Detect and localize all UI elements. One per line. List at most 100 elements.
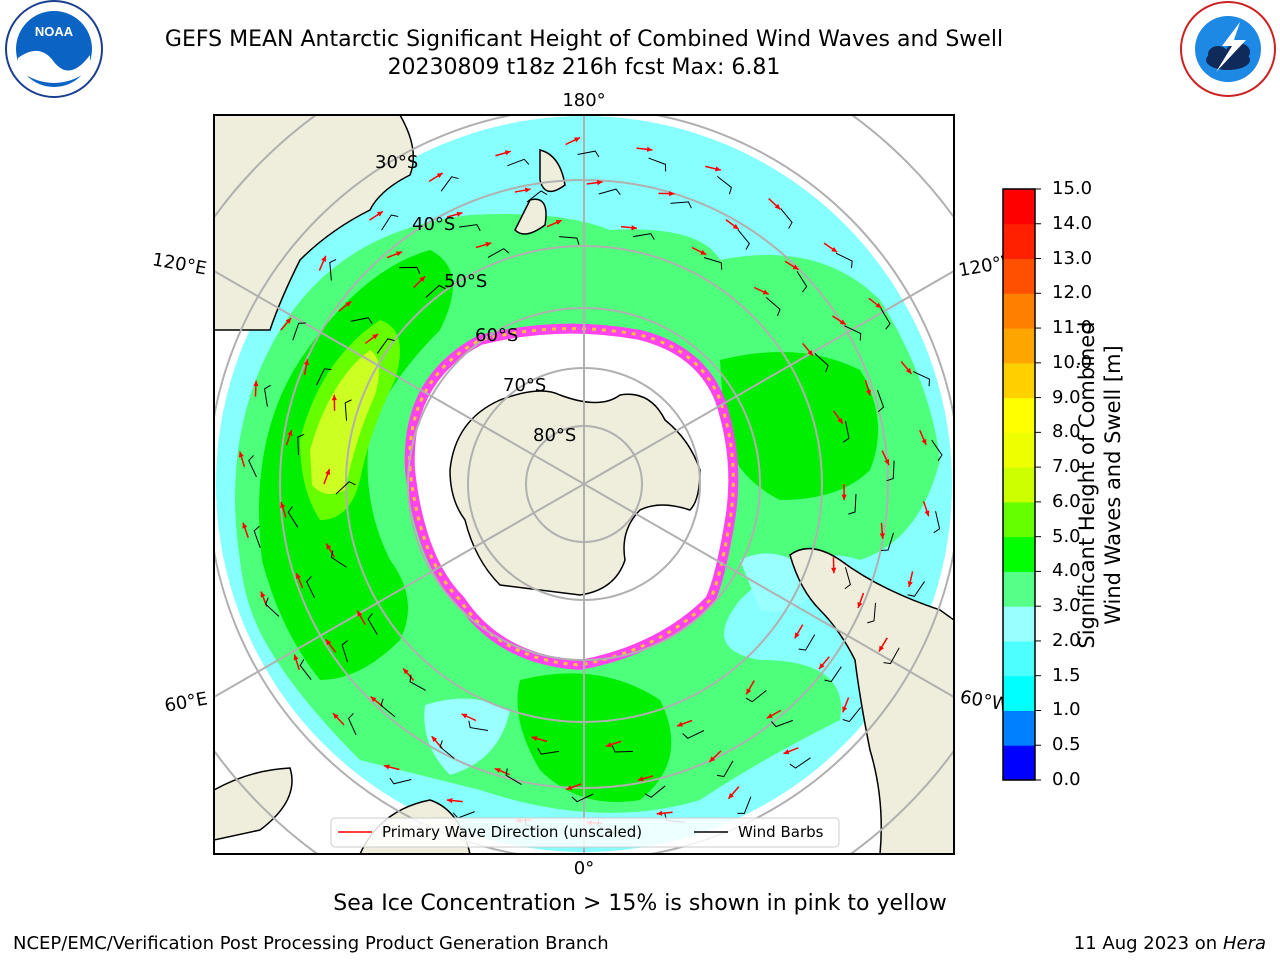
colorbar-tick-label: 10.0 [1052,351,1093,373]
lon-label-180: 180° [562,90,605,111]
wind-barb [737,229,750,250]
madagascar-landmass [214,767,293,841]
wave-arrow-head [631,225,637,231]
wave-arrow-head [677,721,683,727]
wave-arrow-head [287,429,293,436]
wave-arrow-head [357,610,363,617]
colorbar-segment [1003,467,1035,503]
wave-arrow-head [370,696,377,703]
wind-barb [505,768,522,786]
wave-arrow-head [531,736,538,742]
wave-arrow-head [555,220,562,225]
colorbar-segment [1003,328,1035,364]
wave-arrow-head [431,736,438,743]
wind-barb [780,208,793,229]
wind-barb [670,201,692,209]
wave-arrow-head [783,749,790,755]
wind-barb [425,284,446,298]
wave-arrow-head [325,639,332,646]
wave-arrow-head [837,417,843,424]
nws-logo [1180,1,1276,97]
wave-arrow-head [296,573,301,580]
colorbar-tick-label: 8.0 [1052,421,1081,443]
colorbar-segment [1003,189,1035,225]
wave-arrow-head [842,706,848,713]
wind-barb [796,271,808,293]
wind-barb [716,760,734,777]
wave-arrow-head [774,203,781,210]
wind-barb [824,666,842,683]
colorbar-tick-label: 1.5 [1052,664,1081,686]
lon-label-120e: 120°E [151,249,209,279]
wind-barb [537,747,560,755]
wind-barb [814,353,829,373]
colorbar-segment [1003,675,1035,711]
wind-barb [577,150,600,158]
wind-barb [844,567,851,590]
wave-arrow-head [906,367,912,374]
wave-arrow-head [857,602,863,608]
wave-arrow-head [841,494,847,500]
colorbar-segment [1003,362,1035,399]
south-america-landmass [789,547,954,854]
wind-barb [306,576,315,599]
wave-arrow-head [461,713,468,719]
wind-barb [933,511,941,534]
footer-date-text: 11 Aug 2023 on [1073,933,1218,954]
wave-arrow-head [700,249,707,255]
wind-barb [931,439,943,462]
wave-arrow-head [383,764,390,770]
noaa-logo-text: NOAA [35,24,74,39]
colorbar-segment [1003,501,1035,538]
wave-arrow-head [326,543,332,550]
colorbar-segment [1003,293,1035,329]
colorbar-tick-label: 13.0 [1052,247,1093,269]
wind-barb [376,338,395,354]
wind-barb [347,713,357,736]
wind-barb [703,257,723,270]
footer-credit: NCEP/EMC/Verification Post Processing Pr… [13,933,609,954]
footer-machine: Hera [1222,933,1266,954]
wind-barb [789,757,811,769]
legend-wave-direction: Primary Wave Direction (unscaled) [382,823,642,841]
lat-label-80s: 80°S [533,425,576,446]
legend-wind-barbs: Wind Barbs [738,823,824,841]
wind-barb [265,597,280,617]
colorbar-segment [1003,397,1035,433]
colorbar-segment [1003,571,1035,607]
wind-barb [571,793,594,803]
colorbar-segment [1003,640,1035,677]
wave-arrow-head [396,251,403,257]
wind-barb [844,325,862,341]
lat-label-40s: 40°S [412,214,455,235]
wind-barb [316,368,332,386]
wind-barb [264,384,271,407]
lon-label-0: 0° [574,858,594,879]
wind-barb [399,266,421,275]
wind-barb [253,525,261,548]
wind-barb [558,236,580,245]
wave-arrow-head [303,359,310,366]
wind-barb [648,157,667,172]
wave-arrow-head [792,264,799,270]
wind-barb [881,532,894,552]
wave-arrow-head [325,468,331,475]
wind-barb [912,371,931,387]
wind-barb [798,634,816,651]
wind-barb [848,493,857,515]
wave-direction-arrows [238,136,943,834]
lat-label-30s: 30°S [375,152,418,173]
wave-arrow-head [566,785,573,791]
wave-arrow-head [331,394,337,401]
wave-arrow-head [884,459,890,466]
wave-arrow-head [345,301,352,307]
wave-arrow-head [504,150,511,156]
colorbar-tick-label: 0.5 [1052,734,1081,756]
wave-arrow-head [321,255,327,262]
wind-barb [842,420,850,443]
wave-arrow-head [766,713,773,719]
wind-barb [367,613,378,635]
wind-barb [867,602,877,624]
wind-barb [644,785,666,798]
